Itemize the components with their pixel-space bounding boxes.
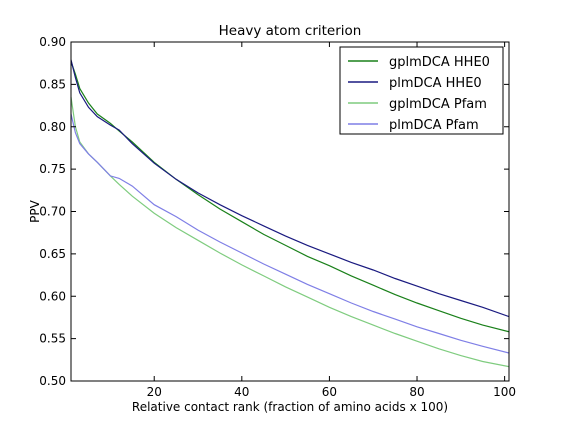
y-tick-label: 0.80 <box>39 120 66 134</box>
series-line-4 <box>70 113 510 354</box>
y-tick-label: 0.75 <box>39 162 66 176</box>
legend: gplmDCA HHE0 plmDCA HHE0 gplmDCA Pfam plmDC… <box>339 46 504 135</box>
x-tick-label: 20 <box>147 385 162 399</box>
x-axis-label: Relative contact rank (fraction of amino… <box>132 400 448 414</box>
y-tick-label: 0.85 <box>39 77 66 91</box>
y-tick-label: 0.60 <box>39 289 66 303</box>
x-tick-label: 60 <box>322 385 337 399</box>
x-tick-label: 40 <box>234 385 249 399</box>
series-line-2 <box>70 59 510 318</box>
x-tick-label: 80 <box>409 385 424 399</box>
series-line-1 <box>70 61 510 333</box>
y-tick-label: 0.70 <box>39 205 66 219</box>
y-tick-label: 0.90 <box>39 35 66 49</box>
x-tick-label: 100 <box>493 385 516 399</box>
y-axis-label: PPV <box>28 199 42 222</box>
y-tick-label: 0.50 <box>39 374 66 388</box>
legend-label: plmDCA Pfam <box>389 118 479 133</box>
series-lines <box>70 59 510 368</box>
legend-label: gplmDCA Pfam <box>389 97 487 112</box>
axis-ticks: 20 40 60 80 100 0.50 0.55 0.60 0.65 0.70 0.75 0.80 0… <box>39 35 516 399</box>
y-tick-label: 0.55 <box>39 332 66 346</box>
legend-label: gplmDCA HHE0 <box>389 55 490 70</box>
legend-label: plmDCA HHE0 <box>389 76 482 91</box>
series-line-3 <box>70 97 510 368</box>
chart-title: Heavy atom criterion <box>219 23 362 39</box>
y-tick-label: 0.65 <box>39 247 66 261</box>
